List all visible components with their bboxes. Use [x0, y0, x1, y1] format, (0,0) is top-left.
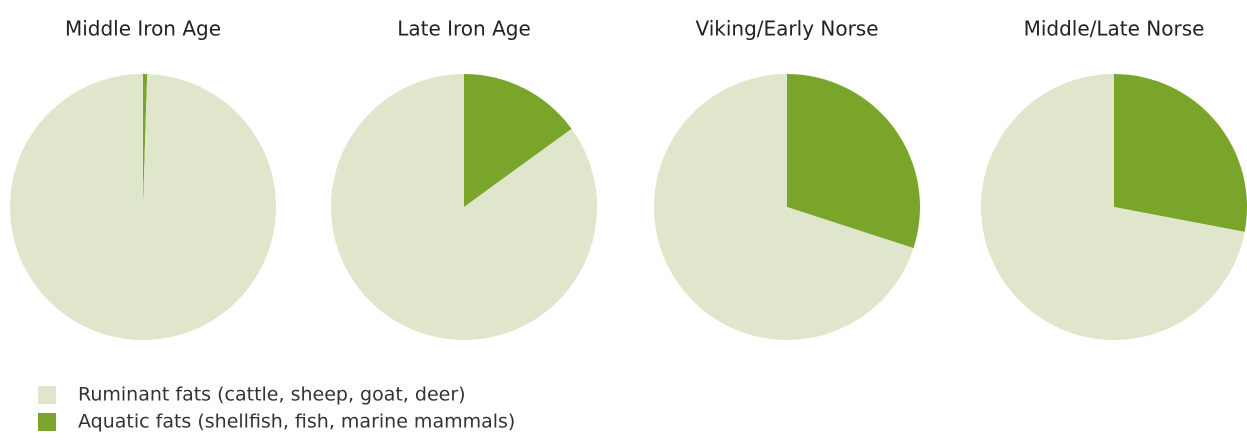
chart-title: Middle Iron Age: [65, 17, 221, 41]
pie-slice: [464, 74, 572, 207]
pie-slice: [143, 74, 148, 207]
pie-slice: [654, 74, 914, 340]
legend-swatch: [38, 413, 56, 431]
legend-label: Aquatic fats (shellfish, fish, marine ma…: [78, 411, 515, 433]
chart-title: Late Iron Age: [397, 17, 531, 41]
pie-slice: [787, 74, 920, 249]
legend-swatch: [38, 386, 56, 404]
pie-slice: [1114, 74, 1247, 232]
pie-slice: [330, 74, 597, 340]
pie-slice: [980, 74, 1245, 340]
pie-slice: [10, 74, 277, 340]
legend-label: Ruminant fats (cattle, sheep, goat, deer…: [78, 384, 466, 406]
chart-title: Viking/Early Norse: [695, 17, 878, 41]
chart-title: Middle/Late Norse: [1024, 17, 1205, 41]
